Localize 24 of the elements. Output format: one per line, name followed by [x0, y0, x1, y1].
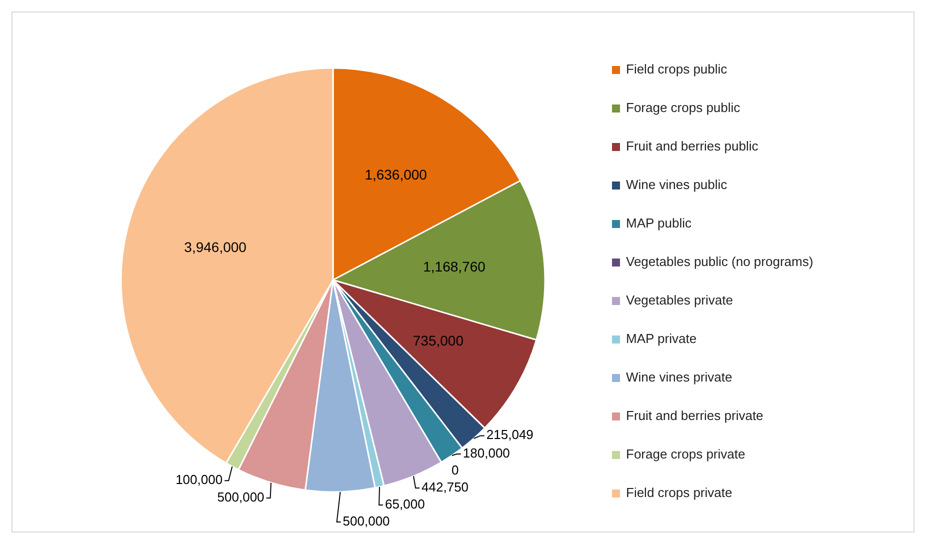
legend-label: Forage crops public [626, 100, 741, 115]
data-label: 1,168,760 [423, 258, 486, 274]
data-label: 180,000 [462, 445, 510, 460]
data-label: 65,000 [385, 496, 425, 512]
data-label: 1,636,000 [364, 166, 428, 182]
data-label: 100,000 [176, 472, 223, 488]
legend-label: MAP private [626, 330, 697, 346]
legend-label: Wine vines private [626, 369, 732, 384]
legend-label: Forage crops private [626, 446, 746, 462]
data-label: 442,750 [422, 479, 469, 494]
data-label: 735,000 [412, 332, 464, 348]
legend-label: MAP public [626, 215, 692, 230]
data-label: 3,946,000 [184, 238, 247, 255]
data-label: 500,000 [217, 489, 264, 504]
legend-label: Field crops private [626, 484, 732, 500]
text: 0 [451, 462, 459, 478]
legend-label: Fruit and berries public [626, 138, 759, 154]
legend-label: Field crops public [626, 61, 728, 76]
data-label: 500,000 [342, 513, 390, 528]
data-label: 215,049 [486, 427, 534, 442]
legend-label: Vegetables private [626, 292, 733, 308]
legend-label: Vegetables public (no programs) [626, 254, 814, 269]
legend-label: Wine vines public [626, 176, 728, 192]
legend-label: Fruit and berries private [626, 408, 764, 423]
